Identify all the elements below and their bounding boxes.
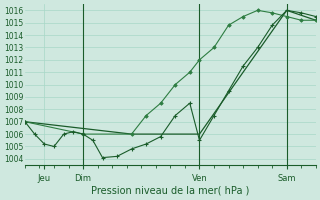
X-axis label: Pression niveau de la mer( hPa ): Pression niveau de la mer( hPa ) (91, 186, 250, 196)
